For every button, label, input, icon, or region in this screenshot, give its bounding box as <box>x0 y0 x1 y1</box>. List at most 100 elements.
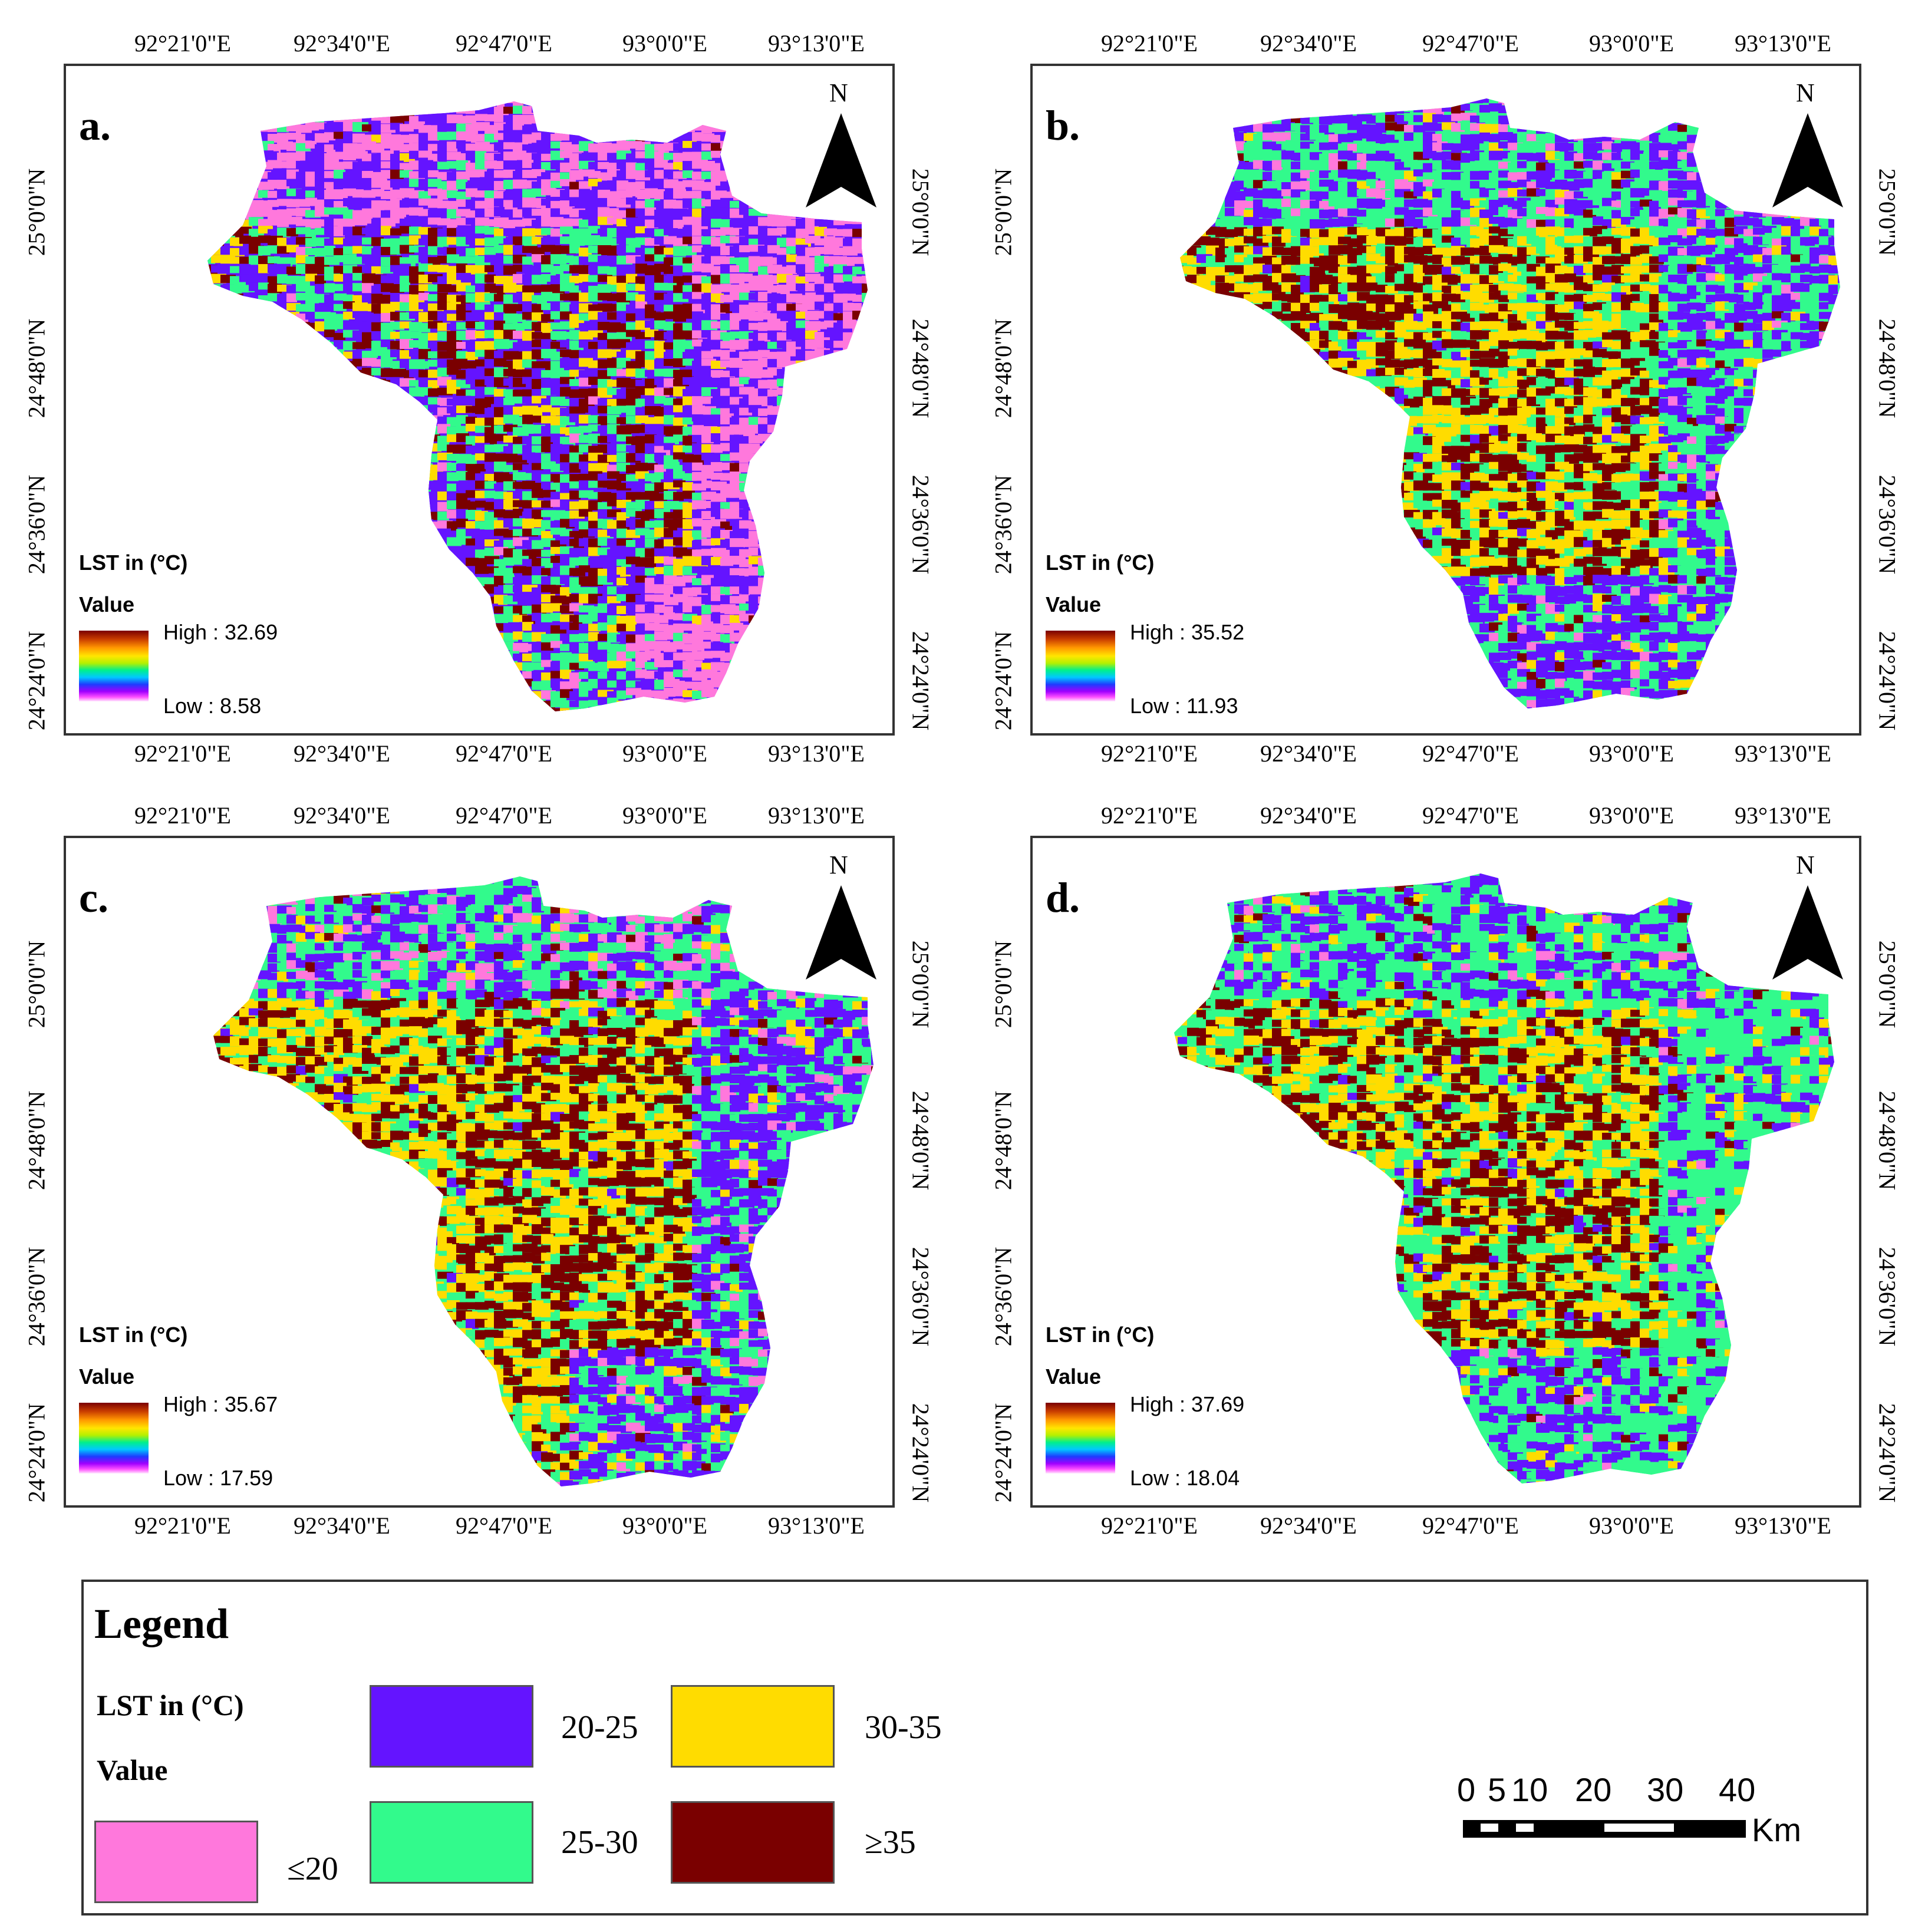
legend-class-ge35: ≥35 <box>865 1824 916 1861</box>
panel-d-lon-bottom-3: 93°0'0"E <box>1589 1512 1674 1539</box>
panel-d-lat-left-1: 24°48'0"N <box>990 1090 1017 1191</box>
panel-a-lst-title: LST in (°C) <box>79 550 188 575</box>
panel-c-lst-raster <box>213 876 874 1486</box>
panel-b-color-ramp <box>1046 631 1115 701</box>
panel-d-lat-left-2: 24°36'0"N <box>990 1247 1017 1347</box>
scale-tick-40: 40 <box>1719 1771 1756 1808</box>
scale-tick-5: 5 <box>1488 1771 1507 1808</box>
scale-bar-graphic <box>1463 1820 1746 1838</box>
panel-a-lon-top-2: 92°47'0"E <box>456 30 552 57</box>
panel-d-map-frame: d. N LST in (°C) Value High : 37.69 Low : 18.… <box>1030 836 1861 1508</box>
panel-a-lon-bottom-0: 92°21'0"E <box>134 740 231 767</box>
panel-a-color-ramp <box>79 631 149 701</box>
panel-d-lat-right-0: 25°0'0"N <box>1874 940 1901 1028</box>
legend-swatch-20-25 <box>370 1685 533 1768</box>
panel-d-lon-bottom-4: 93°13'0"E <box>1735 1512 1831 1539</box>
panel-b-lon-top-2: 92°47'0"E <box>1422 30 1519 57</box>
legend-swatch-30-35 <box>671 1685 835 1768</box>
panel-b-lat-left-2: 24°36'0"N <box>990 474 1017 575</box>
panel-c-lon-top-0: 92°21'0"E <box>134 802 231 829</box>
scale-tick-0: 0 <box>1457 1771 1476 1808</box>
panel-c-color-ramp <box>79 1403 149 1473</box>
panel-a-lst-raster <box>207 101 868 711</box>
map-panel-b: 92°21'0"E 92°21'0"E 92°34'0"E 92°34'0"E 92°4… <box>967 0 1901 769</box>
panel-b-lon-top-0: 92°21'0"E <box>1101 30 1198 57</box>
panel-b-lat-right-3: 24°24'0"N <box>1874 631 1901 731</box>
panel-b-lst-raster <box>1180 98 1840 708</box>
panel-d-lat-left-3: 24°24'0"N <box>990 1403 1017 1503</box>
panel-a-high-value: High : 32.69 <box>163 620 278 644</box>
panel-d-lon-top-0: 92°21'0"E <box>1101 802 1198 829</box>
panel-a-lon-top-4: 93°13'0"E <box>768 30 865 57</box>
panel-c-lat-right-0: 25°0'0"N <box>907 940 934 1028</box>
panel-c-lat-right-1: 24°48'0"N <box>907 1090 934 1191</box>
panel-a-lat-left-1: 24°48'0"N <box>23 318 50 418</box>
panel-c-lon-bottom-1: 92°34'0"E <box>294 1512 390 1539</box>
panel-b-high-value: High : 35.52 <box>1130 620 1245 644</box>
legend-swatch-25-30 <box>370 1801 533 1884</box>
panel-c-lon-bottom-3: 93°0'0"E <box>622 1512 707 1539</box>
panel-b-lon-bottom-0: 92°21'0"E <box>1101 740 1198 767</box>
panel-d-low-value: Low : 18.04 <box>1130 1466 1240 1490</box>
panel-d-lst-value-label: Value <box>1046 1364 1102 1389</box>
scale-tick-30: 30 <box>1647 1771 1684 1808</box>
panel-c-north-label: N <box>829 850 848 879</box>
legend-value-label: Value <box>97 1753 168 1786</box>
panel-d-label: d. <box>1046 874 1080 921</box>
scale-tick-10: 10 <box>1511 1771 1548 1808</box>
legend-swatch-le20 <box>94 1821 258 1903</box>
panel-b-lat-left-1: 24°48'0"N <box>990 318 1017 418</box>
scale-bar: 0 5 10 20 30 40 Km <box>1457 1771 1834 1853</box>
panel-d-lat-right-2: 24°36'0"N <box>1874 1247 1901 1347</box>
legend-title: Legend <box>94 1600 229 1647</box>
panel-d-lat-right-1: 24°48'0"N <box>1874 1090 1901 1191</box>
panel-a-map-frame: a. N LST in (°C) Value High : 32.69 Low : 8.5… <box>64 64 895 736</box>
panel-c-raster-cells <box>213 876 874 1486</box>
panel-d-lon-top-1: 92°34'0"E <box>1260 802 1357 829</box>
panel-b-lon-bottom-4: 93°13'0"E <box>1735 740 1831 767</box>
legend-class-20-25: 20-25 <box>561 1709 638 1746</box>
scale-tick-20: 20 <box>1575 1771 1612 1808</box>
panel-c-lat-left-1: 24°48'0"N <box>23 1090 50 1191</box>
panel-a-lon-top-0: 92°21'0"E <box>134 30 231 57</box>
panel-d-lon-top-3: 93°0'0"E <box>1589 802 1674 829</box>
panel-a-lon-bottom-1: 92°34'0"E <box>294 740 390 767</box>
legend-lst-label: LST in (°C) <box>97 1689 244 1722</box>
map-panel-c: 92°21'0"E 92°21'0"E 92°34'0"E 92°34'0"E 92°4… <box>0 772 934 1541</box>
panel-a-lat-left-0: 25°0'0"N <box>23 168 50 256</box>
panel-a-north-arrow-icon <box>806 113 876 207</box>
panel-d-raster-cells <box>1174 873 1834 1483</box>
panel-b-low-value: Low : 11.93 <box>1130 694 1238 718</box>
panel-b-raster-cells <box>1180 98 1840 708</box>
legend-class-25-30: 25-30 <box>561 1824 638 1861</box>
panel-a-lat-right-0: 25°0'0"N <box>907 168 934 256</box>
panel-c-lon-bottom-2: 92°47'0"E <box>456 1512 552 1539</box>
panel-c-lon-top-3: 93°0'0"E <box>622 802 707 829</box>
panel-c-lon-bottom-4: 93°13'0"E <box>768 1512 865 1539</box>
panel-b-lst-title: LST in (°C) <box>1046 550 1155 575</box>
panel-b-lon-top-3: 93°0'0"E <box>1589 30 1674 57</box>
panel-b-lst-value-label: Value <box>1046 592 1102 616</box>
panel-a-lat-left-3: 24°24'0"N <box>23 631 50 731</box>
panel-c-lat-left-2: 24°36'0"N <box>23 1247 50 1347</box>
panel-d-lon-bottom-0: 92°21'0"E <box>1101 1512 1198 1539</box>
panel-d-north-label: N <box>1796 850 1815 879</box>
panel-b-lat-left-0: 25°0'0"N <box>990 168 1017 256</box>
panel-b-lon-top-1: 92°34'0"E <box>1260 30 1357 57</box>
panel-d-north-arrow-icon <box>1772 885 1843 980</box>
panel-a-lon-bottom-4: 93°13'0"E <box>768 740 865 767</box>
legend-class-le20: ≤20 <box>287 1851 338 1887</box>
panel-d-lst-raster <box>1174 873 1834 1483</box>
panel-b-lon-bottom-2: 92°47'0"E <box>1422 740 1519 767</box>
panel-d-lon-bottom-2: 92°47'0"E <box>1422 1512 1519 1539</box>
panel-b-lon-bottom-3: 93°0'0"E <box>1589 740 1674 767</box>
panel-b-lat-left-3: 24°24'0"N <box>990 631 1017 731</box>
panel-c-north-arrow-icon <box>806 885 876 980</box>
panel-c-lat-left-3: 24°24'0"N <box>23 1403 50 1503</box>
legend-class-30-35: 30-35 <box>865 1709 942 1746</box>
panel-d-lat-right-3: 24°24'0"N <box>1874 1403 1901 1503</box>
panel-b-map-frame: b. N LST in (°C) Value High : 35.52 Low : 11.… <box>1030 64 1861 736</box>
panel-d-color-ramp <box>1046 1403 1115 1473</box>
panel-c-lst-title: LST in (°C) <box>79 1323 188 1347</box>
panel-d-lon-bottom-1: 92°34'0"E <box>1260 1512 1357 1539</box>
